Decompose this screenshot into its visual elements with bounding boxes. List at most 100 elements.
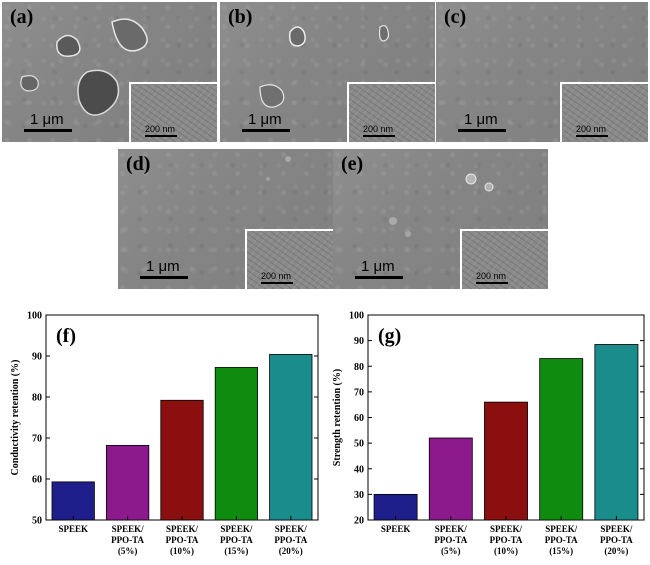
- scale-bar-label: 1 μm: [146, 258, 180, 275]
- x-category-label: (20%): [604, 546, 628, 556]
- x-category-label: SPEEK: [58, 524, 88, 534]
- inset-image: 200 nm: [560, 82, 648, 142]
- bar-4: [269, 353, 313, 521]
- panel-label: (c): [444, 6, 467, 28]
- scale-bar-label: 1 μm: [361, 258, 395, 275]
- y-axis-label: Conductivity retention (%): [10, 360, 21, 476]
- x-category-label: (20%): [279, 546, 303, 556]
- x-category-label: PPO-TA: [434, 535, 467, 545]
- inset-texture: [562, 84, 648, 142]
- x-category-label: SPEEK/: [220, 524, 253, 534]
- inset-scale-label: 200 nm: [476, 271, 507, 281]
- x-category-label: (5%): [441, 546, 461, 556]
- y-tick-label: 20: [354, 516, 364, 527]
- bar-0: [51, 481, 95, 521]
- bar-3: [214, 367, 259, 521]
- inset-scale-bar: 200 nm: [476, 271, 508, 284]
- x-category-label: PPO-TA: [111, 535, 144, 545]
- x-category-label: PPO-TA: [490, 535, 523, 545]
- micrograph-b: (b) 1 μm 200 nm: [220, 2, 435, 142]
- scale-bar-label: 1 μm: [248, 111, 282, 128]
- x-category-label: (10%): [494, 546, 518, 556]
- scale-bar: 1 μm: [242, 111, 290, 132]
- y-tick-label: 50: [354, 439, 364, 450]
- y-tick-label: 80: [354, 362, 364, 373]
- inset-texture: [349, 84, 435, 142]
- x-category-label: PPO-TA: [166, 535, 199, 545]
- x-category-label: (5%): [118, 546, 138, 556]
- panel-label: (e): [341, 153, 364, 175]
- x-category-label: SPEEK/: [435, 524, 468, 534]
- x-category-label: SPEEK/: [600, 524, 633, 534]
- inset-scale-label: 200 nm: [363, 124, 394, 134]
- surface-features: [389, 173, 494, 237]
- y-tick-label: 100: [349, 311, 364, 322]
- y-tick-label: 100: [27, 311, 42, 322]
- bar-1: [105, 444, 150, 521]
- inset-image: 200 nm: [460, 229, 548, 289]
- x-category-label: SPEEK/: [490, 524, 523, 534]
- x-category-label: PPO-TA: [600, 535, 633, 545]
- y-tick-label: 80: [32, 393, 42, 404]
- y-tick-label: 50: [32, 516, 42, 527]
- x-category-label: SPEEK/: [112, 524, 145, 534]
- bar-4: [594, 344, 639, 521]
- scale-bar-line: [355, 276, 403, 279]
- inset-scale-line: [363, 135, 395, 137]
- y-tick-label: 70: [354, 387, 364, 398]
- chart-f: 50 60 70 80 90 100 SPEEK SPEEK/PPO-TA (5%) SPEEK/…: [0, 305, 325, 560]
- inset-image: 200 nm: [129, 82, 217, 142]
- panel-label: (d): [126, 153, 151, 175]
- x-category-label: (15%): [224, 546, 248, 556]
- inset-scale-line: [145, 135, 177, 137]
- chart-g: 20 30 40 50 60 70 80 90 100 SPEEK SPEEK/PPO-TA (5%)…: [326, 305, 650, 560]
- panel-label: (g): [378, 325, 401, 347]
- x-category-label: (10%): [170, 546, 194, 556]
- bar-3: [539, 358, 584, 521]
- panel-label: (a): [10, 6, 34, 28]
- scale-bar-line: [242, 129, 290, 132]
- x-category-label: PPO-TA: [545, 535, 578, 545]
- y-axis-label: Strength retention (%): [332, 369, 343, 466]
- scale-bar: 1 μm: [24, 111, 72, 132]
- micrograph-a: (a) 1 μm 200 nm: [2, 2, 217, 142]
- bar-2: [484, 401, 528, 521]
- x-category-label: SPEEK/: [275, 524, 308, 534]
- inset-texture: [247, 231, 333, 289]
- x-category-label: PPO-TA: [274, 535, 307, 545]
- y-tick-label: 60: [32, 475, 42, 486]
- surface-features: [259, 25, 390, 108]
- scale-bar-line: [140, 276, 188, 279]
- surface-features: [20, 18, 148, 116]
- bar-1: [428, 437, 473, 521]
- scale-bar: 1 μm: [458, 111, 506, 132]
- scale-bar-label: 1 μm: [464, 111, 498, 128]
- micrograph-d: (d) 1 μm 200 nm: [118, 149, 333, 289]
- panel-label: (f): [56, 325, 76, 347]
- scale-bar: 1 μm: [140, 258, 188, 279]
- inset-texture: [131, 84, 217, 142]
- inset-scale-label: 200 nm: [145, 124, 176, 134]
- inset-image: 200 nm: [347, 82, 435, 142]
- micrograph-c: (c) 1 μm 200 nm: [436, 2, 648, 142]
- inset-scale-bar: 200 nm: [363, 124, 395, 137]
- scale-bar-line: [24, 129, 72, 132]
- surface-features: [266, 156, 291, 181]
- x-category-label: PPO-TA: [220, 535, 253, 545]
- scale-bar-line: [458, 129, 506, 132]
- y-tick-label: 90: [354, 336, 364, 347]
- inset-scale-bar: 200 nm: [145, 124, 177, 137]
- inset-scale-label: 200 nm: [261, 271, 292, 281]
- micrograph-e: (e) 1 μm 200 nm: [333, 149, 548, 289]
- x-category-label: SPEEK/: [545, 524, 578, 534]
- scale-bar-label: 1 μm: [30, 111, 64, 128]
- y-tick-label: 30: [354, 490, 364, 501]
- panel-label: (b): [228, 6, 253, 28]
- scale-bar: 1 μm: [355, 258, 403, 279]
- inset-image: 200 nm: [245, 229, 333, 289]
- y-tick-label: 70: [32, 434, 42, 445]
- inset-scale-bar: 200 nm: [576, 124, 608, 137]
- y-tick-label: 60: [354, 413, 364, 424]
